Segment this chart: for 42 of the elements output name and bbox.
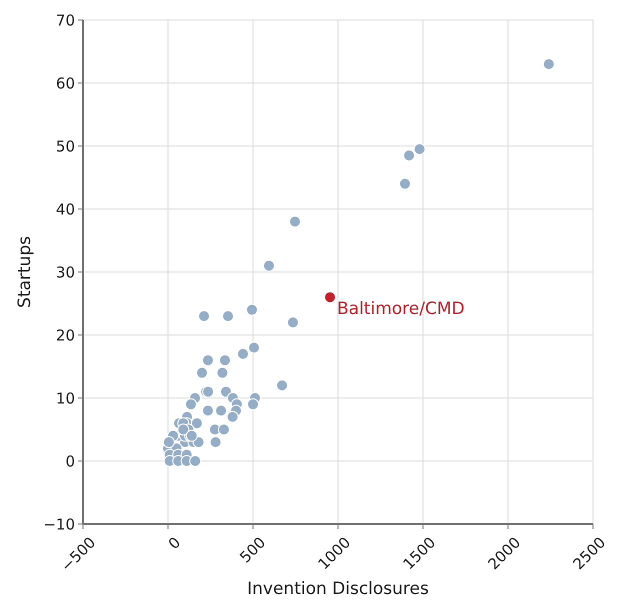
point	[324, 291, 336, 304]
point	[202, 354, 214, 366]
point	[542, 58, 555, 70]
y-axis-title: Startups	[15, 236, 35, 308]
point	[222, 310, 234, 322]
y-tick-label: 0	[65, 452, 75, 470]
y-tick-label: 10	[56, 389, 75, 408]
point	[202, 404, 214, 417]
point	[246, 304, 258, 316]
point	[189, 455, 202, 467]
y-tick-label: 30	[56, 263, 75, 282]
point	[218, 424, 230, 436]
point	[262, 260, 275, 272]
x-tick-label: 500	[236, 534, 270, 567]
point	[288, 216, 301, 228]
point	[218, 354, 231, 366]
point	[215, 404, 228, 417]
y-tick-label: −10	[43, 515, 75, 534]
point	[276, 379, 288, 392]
point	[414, 143, 426, 156]
point	[198, 310, 210, 322]
point	[403, 149, 416, 162]
y-tick-label: 50	[56, 137, 75, 156]
point	[236, 348, 249, 360]
point	[286, 316, 299, 328]
point	[398, 178, 411, 190]
y-tick-label: 40	[56, 200, 75, 218]
point	[216, 366, 228, 379]
x-tick-label: 0	[164, 534, 184, 554]
y-tick-label: 70	[56, 11, 75, 30]
point	[196, 366, 208, 379]
point	[210, 436, 222, 448]
point	[162, 436, 175, 448]
x-axis-title: Invention Disclosures	[247, 579, 430, 599]
series-label: Baltimore/CMD	[337, 299, 465, 320]
point	[190, 417, 203, 430]
point	[226, 410, 239, 423]
point	[184, 398, 197, 410]
point	[247, 398, 259, 410]
y-tick-label: 60	[56, 74, 75, 92]
point	[248, 342, 260, 354]
y-tick-label: 20	[56, 326, 75, 344]
